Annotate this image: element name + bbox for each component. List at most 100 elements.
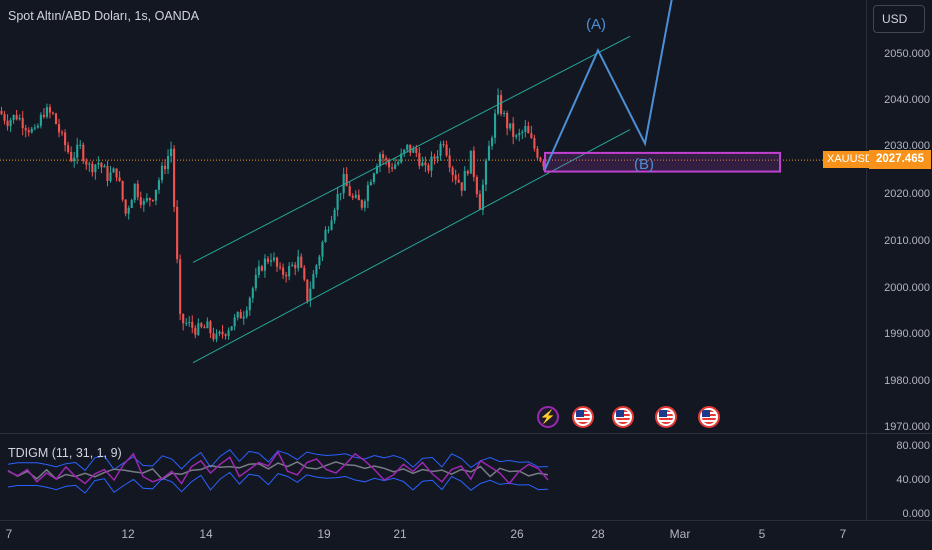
tdi-main-line: [7, 450, 549, 485]
candle-body: [542, 161, 545, 167]
price-tick-label: 2050.000: [884, 48, 930, 60]
candle-body: [51, 112, 55, 114]
candle-body: [154, 189, 157, 201]
candle-body: [151, 199, 154, 201]
candle-body: [176, 206, 179, 260]
candle-body: [160, 165, 164, 181]
candle-body: [61, 132, 64, 134]
candle-body: [478, 193, 481, 210]
candle-body: [506, 113, 509, 129]
candle-body: [366, 185, 369, 202]
candle-body: [315, 265, 318, 275]
candle-body: [394, 164, 397, 169]
candle-body: [406, 144, 409, 150]
wave-b-label[interactable]: (B): [634, 156, 654, 173]
tdi-lower-band: [7, 471, 549, 494]
candle-body: [194, 327, 197, 335]
currency-button[interactable]: USD: [873, 5, 925, 33]
candle-body: [36, 125, 39, 128]
candle-body: [6, 120, 9, 127]
candle-body: [54, 113, 58, 125]
candle-body: [288, 266, 291, 277]
candle-body: [378, 154, 382, 167]
candle-body: [360, 200, 363, 208]
candle-body: [418, 152, 421, 166]
channel-upper-line: [192, 35, 631, 263]
candle-body: [330, 220, 333, 230]
candle-body: [391, 167, 394, 169]
indicator-title[interactable]: TDIGM (11, 31, 1, 9): [8, 446, 122, 460]
candle-body: [324, 229, 327, 243]
candle-body: [375, 166, 379, 174]
candle-body: [433, 156, 436, 159]
wave-a-label[interactable]: (A): [586, 16, 606, 33]
candle-body: [173, 148, 176, 207]
candle-body: [445, 144, 448, 156]
symbol-title[interactable]: Spot Altın/ABD Doları, 1s, OANDA: [8, 9, 200, 23]
indicator-tick-label: 40.000: [896, 474, 930, 486]
candle-body: [539, 157, 542, 162]
candle-body: [336, 194, 339, 210]
candle-body: [472, 150, 475, 177]
us-flag-icon[interactable]: [655, 406, 677, 428]
candle-body: [363, 201, 366, 208]
candle-body: [345, 173, 348, 187]
us-flag-icon[interactable]: [612, 406, 634, 428]
candle-body: [490, 137, 494, 146]
candle-body: [536, 148, 539, 158]
indicator-tick-label: 80.000: [896, 440, 930, 452]
candle-body: [400, 153, 403, 163]
candle-body: [412, 148, 415, 153]
candle-body: [369, 181, 372, 186]
candle-body: [248, 298, 251, 311]
candle-body: [321, 242, 324, 257]
candle-body: [524, 126, 527, 132]
candle-body: [263, 258, 266, 271]
candle-body: [203, 326, 206, 329]
candle-body: [139, 197, 142, 205]
candle-body: [215, 333, 218, 340]
candle-body: [260, 266, 263, 271]
us-flag-icon[interactable]: [572, 406, 594, 428]
candle-body: [197, 323, 200, 335]
price-tick-label: 2000.000: [884, 282, 930, 294]
indicator-tick-label: 0.000: [902, 508, 930, 520]
candle-body: [388, 159, 391, 168]
candle-body: [512, 123, 515, 137]
candle-body: [82, 144, 85, 162]
time-tick-label: 7: [5, 527, 13, 541]
candle-body: [48, 107, 52, 113]
candle-body: [294, 264, 297, 269]
candle-body: [218, 331, 221, 334]
candle-body: [145, 198, 148, 201]
candle-body: [309, 288, 312, 302]
candle-body: [233, 317, 236, 327]
candle-body: [209, 321, 212, 334]
candle-body: [70, 152, 73, 162]
candle-body: [460, 182, 463, 191]
target-zone-rect: [544, 151, 781, 173]
candle-body: [97, 162, 100, 165]
candle-body: [73, 157, 76, 162]
candle-body: [121, 180, 124, 200]
candle-body: [436, 155, 439, 159]
candle-body: [100, 162, 103, 168]
candle-body: [515, 135, 518, 137]
candle-body: [312, 274, 315, 289]
candle-body: [318, 256, 321, 266]
bolt-icon[interactable]: ⚡: [537, 406, 559, 428]
pane-divider[interactable]: [0, 433, 932, 434]
candle-body: [500, 95, 503, 114]
candle-body: [448, 155, 451, 168]
candle-body: [282, 267, 285, 275]
candle-body: [88, 163, 91, 165]
last-price-symbol-tag: XAUUSD: [823, 151, 877, 168]
candle-body: [451, 167, 454, 176]
candle-body: [3, 114, 6, 121]
us-flag-icon[interactable]: [698, 406, 720, 428]
candle-body: [372, 173, 375, 182]
candle-body: [30, 128, 33, 133]
candle-body: [493, 113, 497, 138]
candle-body: [230, 326, 233, 331]
